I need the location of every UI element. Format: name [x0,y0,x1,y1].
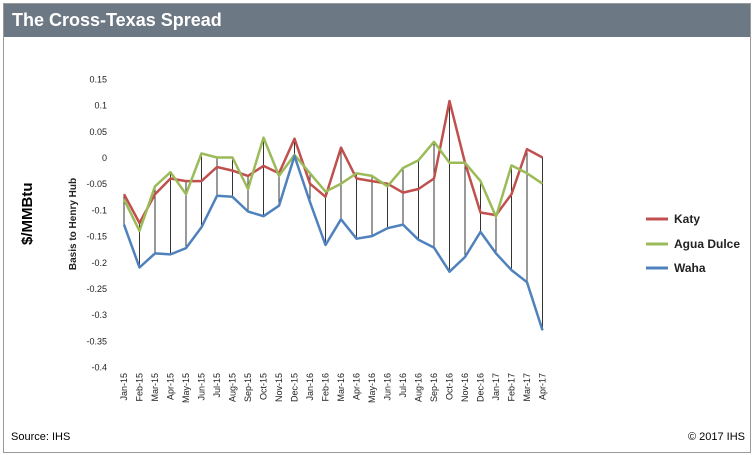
x-tick-label: Jul-16 [398,373,408,398]
x-tick-label: Mar-16 [336,373,346,402]
y-tick-label: -0.15 [86,232,107,242]
series-line-katy [122,99,544,225]
chart-title: The Cross-Texas Spread [12,10,222,30]
x-tick-label: Mar-17 [522,373,532,402]
line-chart: 0.15 0.1 0.05 0 -0.05 -0.1 -0.15 -0.2 -0.25 -0.3 -… [68,75,740,404]
chart-panel: The Cross-Texas Spread $/MMBtu 0.15 0.1 0.… [3,3,751,453]
y-axis-label: Basis to Henry Hub [68,178,79,270]
x-tick-label: Jan-17 [491,373,501,401]
y-tick-label: -0.2 [91,258,107,268]
legend-label: Katy [674,212,700,226]
series-lines [122,99,544,331]
legend: Katy Agua Dulce Waha [646,212,740,275]
y-tick-label: -0.1 [91,205,107,215]
x-tick-label: May-15 [181,373,191,403]
x-tick-label: Nov-16 [460,373,470,402]
x-tick-label: Apr-17 [538,373,548,400]
y-tick-label: -0.05 [86,179,107,189]
legend-label: Waha [674,261,706,275]
x-tick-label: Jun-16 [383,373,393,401]
x-tick-label: Nov-15 [274,373,284,402]
x-tick-label: Aug-16 [414,373,424,402]
y-tick-label: 0.1 [94,101,107,111]
x-axis: Jan-15 Feb-15 Mar-15 Apr-15 May-15 Jun-15 Jul-… [119,373,548,403]
x-tick-label: Oct-15 [259,373,269,400]
x-tick-label: Apr-16 [352,373,362,400]
series-line-waha [122,154,544,331]
series-line-agua-dulce [122,136,544,233]
x-tick-label: Aug-15 [228,373,238,402]
x-tick-label: Sep-16 [429,373,439,402]
x-tick-label: Dec-15 [290,373,300,402]
x-tick-label: Sep-15 [243,373,253,402]
x-tick-label: Dec-16 [476,373,486,402]
x-tick-label: Oct-16 [445,373,455,400]
x-tick-label: Jan-16 [305,373,315,401]
title-bar: The Cross-Texas Spread [4,4,750,37]
x-tick-label: Feb-17 [507,373,517,402]
x-tick-label: Jun-15 [197,373,207,401]
source-note: Source: IHS [11,431,71,443]
x-tick-label: Jul-15 [212,373,222,398]
y-tick-label: -0.3 [91,310,107,320]
legend-label: Agua Dulce [674,237,740,251]
copyright-note: © 2017 IHS [687,431,745,443]
x-tick-label: Mar-15 [150,373,160,402]
y-tick-label: -0.35 [86,336,107,346]
x-tick-label: May-16 [367,373,377,403]
y-tick-label: -0.4 [91,363,107,373]
spread-lines [123,100,543,331]
y-tick-label: 0.15 [89,75,107,85]
x-tick-label: Feb-15 [135,373,145,402]
y-tick-label: -0.25 [86,284,107,294]
x-tick-label: Jan-15 [119,373,129,401]
y-axis: 0.15 0.1 0.05 0 -0.05 -0.1 -0.15 -0.2 -0.25 -0.3 -… [86,75,107,373]
x-tick-label: Apr-15 [166,373,176,400]
y-tick-label: 0.05 [89,127,107,137]
x-tick-label: Feb-16 [321,373,331,402]
y-tick-label: 0 [102,153,107,163]
